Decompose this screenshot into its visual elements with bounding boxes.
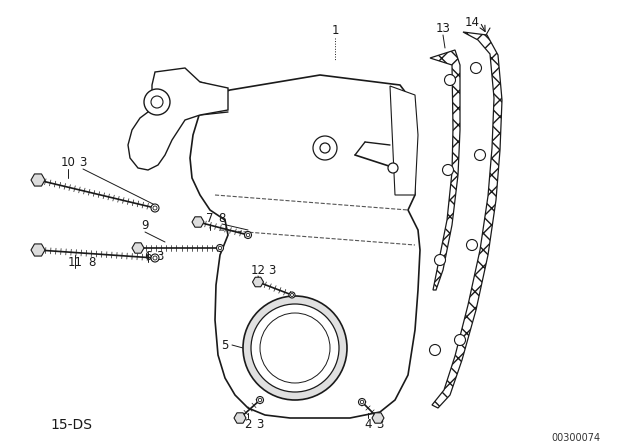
- Circle shape: [153, 256, 157, 260]
- Polygon shape: [31, 174, 45, 186]
- Circle shape: [218, 246, 221, 250]
- Polygon shape: [234, 413, 246, 423]
- Circle shape: [429, 345, 440, 356]
- Text: 3: 3: [156, 250, 164, 263]
- Circle shape: [243, 296, 347, 400]
- Circle shape: [216, 245, 223, 251]
- Text: 8: 8: [88, 255, 96, 268]
- Text: 12: 12: [250, 263, 266, 276]
- Circle shape: [470, 63, 481, 73]
- Text: 11: 11: [67, 255, 83, 268]
- Circle shape: [144, 89, 170, 115]
- Polygon shape: [132, 243, 144, 253]
- Polygon shape: [192, 217, 204, 227]
- Text: 9: 9: [141, 219, 148, 232]
- Polygon shape: [190, 75, 420, 418]
- Text: 6: 6: [144, 250, 152, 263]
- Text: 3: 3: [376, 418, 384, 431]
- Circle shape: [260, 313, 330, 383]
- Circle shape: [474, 150, 486, 160]
- Polygon shape: [430, 50, 460, 290]
- Circle shape: [291, 293, 294, 297]
- Text: 00300074: 00300074: [551, 433, 600, 443]
- Circle shape: [360, 400, 364, 404]
- Circle shape: [320, 143, 330, 153]
- Polygon shape: [390, 86, 418, 195]
- Text: 13: 13: [436, 22, 451, 34]
- Circle shape: [151, 96, 163, 108]
- Polygon shape: [372, 413, 384, 423]
- Circle shape: [251, 304, 339, 392]
- Circle shape: [388, 163, 398, 173]
- Text: 1: 1: [332, 23, 339, 36]
- Text: 3: 3: [256, 418, 264, 431]
- Circle shape: [289, 292, 295, 298]
- Circle shape: [151, 254, 159, 262]
- Circle shape: [151, 204, 159, 212]
- Polygon shape: [432, 32, 502, 408]
- Polygon shape: [31, 244, 45, 256]
- Circle shape: [153, 206, 157, 210]
- Circle shape: [467, 240, 477, 250]
- Circle shape: [358, 399, 365, 405]
- Circle shape: [313, 136, 337, 160]
- Circle shape: [435, 254, 445, 266]
- Text: 2: 2: [244, 418, 252, 431]
- Text: 4: 4: [364, 418, 372, 431]
- Text: 3: 3: [268, 263, 276, 276]
- Text: 14: 14: [465, 16, 479, 29]
- Polygon shape: [253, 277, 264, 287]
- Text: 5: 5: [221, 339, 228, 352]
- Circle shape: [442, 164, 454, 176]
- Text: 3: 3: [79, 155, 86, 168]
- Circle shape: [257, 396, 264, 404]
- Text: 7: 7: [206, 211, 214, 224]
- Polygon shape: [128, 68, 228, 170]
- Text: 8: 8: [218, 211, 226, 224]
- Circle shape: [244, 232, 252, 238]
- Circle shape: [454, 335, 465, 345]
- Circle shape: [246, 233, 250, 237]
- Circle shape: [445, 74, 456, 86]
- Text: 10: 10: [61, 155, 76, 168]
- Text: 15-DS: 15-DS: [50, 418, 92, 432]
- Circle shape: [259, 398, 262, 402]
